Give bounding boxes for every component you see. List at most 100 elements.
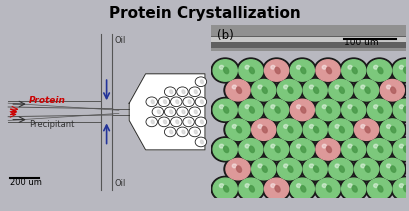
Ellipse shape bbox=[390, 126, 395, 133]
Text: 100 um: 100 um bbox=[343, 38, 377, 47]
Circle shape bbox=[321, 105, 326, 109]
Ellipse shape bbox=[351, 107, 356, 113]
Circle shape bbox=[211, 176, 238, 201]
Circle shape bbox=[189, 127, 200, 137]
Circle shape bbox=[296, 105, 300, 109]
Circle shape bbox=[231, 124, 236, 128]
Ellipse shape bbox=[188, 120, 191, 124]
Ellipse shape bbox=[194, 90, 197, 94]
Circle shape bbox=[158, 117, 169, 127]
Circle shape bbox=[352, 157, 380, 181]
Ellipse shape bbox=[175, 100, 178, 104]
Ellipse shape bbox=[313, 126, 318, 133]
Circle shape bbox=[264, 60, 288, 81]
Circle shape bbox=[354, 80, 378, 101]
Ellipse shape bbox=[151, 100, 154, 104]
Circle shape bbox=[219, 184, 223, 188]
Circle shape bbox=[300, 78, 328, 103]
Circle shape bbox=[315, 139, 339, 160]
Circle shape bbox=[392, 139, 409, 160]
Circle shape bbox=[326, 117, 354, 142]
Circle shape bbox=[354, 119, 378, 140]
Circle shape bbox=[392, 60, 409, 81]
Circle shape bbox=[373, 105, 377, 109]
Circle shape bbox=[398, 65, 403, 69]
Ellipse shape bbox=[326, 67, 330, 74]
Ellipse shape bbox=[339, 166, 344, 172]
Ellipse shape bbox=[169, 110, 172, 114]
Circle shape bbox=[238, 139, 262, 160]
Ellipse shape bbox=[262, 166, 267, 172]
Circle shape bbox=[334, 85, 339, 89]
Ellipse shape bbox=[274, 107, 279, 113]
Circle shape bbox=[300, 117, 328, 142]
Circle shape bbox=[296, 65, 300, 69]
Circle shape bbox=[364, 176, 393, 201]
Circle shape bbox=[309, 124, 313, 128]
Circle shape bbox=[231, 85, 236, 89]
Circle shape bbox=[392, 178, 409, 200]
Circle shape bbox=[300, 157, 328, 181]
Ellipse shape bbox=[182, 90, 184, 94]
Ellipse shape bbox=[223, 146, 228, 153]
Ellipse shape bbox=[377, 67, 382, 74]
Circle shape bbox=[366, 139, 391, 160]
Ellipse shape bbox=[287, 87, 292, 93]
Ellipse shape bbox=[151, 120, 154, 124]
Ellipse shape bbox=[326, 107, 330, 113]
Circle shape bbox=[270, 105, 274, 109]
Circle shape bbox=[270, 65, 274, 69]
Circle shape bbox=[245, 144, 249, 148]
Circle shape bbox=[262, 97, 290, 122]
Circle shape bbox=[290, 60, 314, 81]
Bar bbox=[211, 24, 405, 51]
Text: Oil: Oil bbox=[115, 36, 126, 45]
Circle shape bbox=[364, 58, 393, 83]
Circle shape bbox=[390, 58, 409, 83]
Ellipse shape bbox=[402, 186, 408, 192]
Bar bbox=[211, 36, 405, 48]
Circle shape bbox=[249, 78, 277, 103]
Circle shape bbox=[213, 99, 237, 121]
Ellipse shape bbox=[313, 166, 318, 172]
Circle shape bbox=[275, 78, 303, 103]
Circle shape bbox=[339, 97, 367, 122]
Circle shape bbox=[315, 178, 339, 200]
Circle shape bbox=[390, 176, 409, 201]
Circle shape bbox=[195, 137, 206, 147]
Circle shape bbox=[341, 60, 365, 81]
Circle shape bbox=[211, 137, 238, 162]
Circle shape bbox=[334, 164, 339, 168]
Circle shape bbox=[341, 139, 365, 160]
Circle shape bbox=[386, 164, 390, 168]
Circle shape bbox=[321, 65, 326, 69]
Ellipse shape bbox=[262, 87, 267, 93]
Circle shape bbox=[364, 97, 393, 122]
Circle shape bbox=[251, 158, 275, 180]
Circle shape bbox=[283, 164, 287, 168]
Ellipse shape bbox=[364, 87, 369, 93]
Circle shape bbox=[276, 158, 301, 180]
Circle shape bbox=[257, 85, 262, 89]
Ellipse shape bbox=[377, 186, 382, 192]
Circle shape bbox=[213, 139, 237, 160]
Circle shape bbox=[366, 178, 391, 200]
Circle shape bbox=[288, 97, 316, 122]
Circle shape bbox=[195, 97, 206, 107]
Circle shape bbox=[364, 137, 393, 162]
Circle shape bbox=[236, 176, 264, 201]
Circle shape bbox=[238, 99, 262, 121]
Circle shape bbox=[302, 80, 326, 101]
Circle shape bbox=[302, 119, 326, 140]
Ellipse shape bbox=[274, 186, 279, 192]
Circle shape bbox=[264, 99, 288, 121]
Ellipse shape bbox=[223, 107, 228, 113]
Circle shape bbox=[288, 176, 316, 201]
Circle shape bbox=[339, 137, 367, 162]
Circle shape bbox=[146, 97, 157, 107]
Ellipse shape bbox=[223, 186, 228, 192]
Circle shape bbox=[251, 119, 275, 140]
Circle shape bbox=[170, 117, 182, 127]
Circle shape bbox=[245, 65, 249, 69]
Ellipse shape bbox=[200, 80, 203, 84]
